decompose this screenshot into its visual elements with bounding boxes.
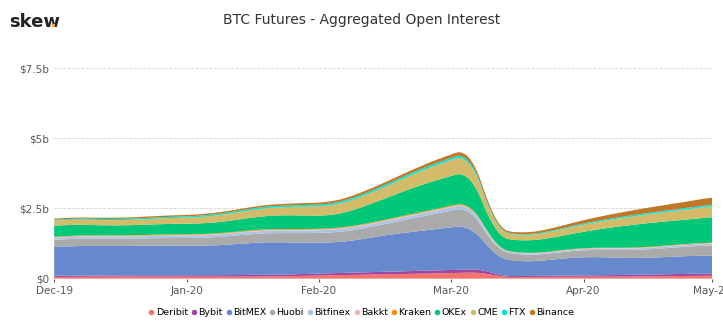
- Legend: Deribit, Bybit, BitMEX, Huobi, Bitfinex, Bakkt, Kraken, OKEx, CME, FTX, Binance: Deribit, Bybit, BitMEX, Huobi, Bitfinex,…: [147, 307, 576, 319]
- Text: BTC Futures - Aggregated Open Interest: BTC Futures - Aggregated Open Interest: [223, 13, 500, 27]
- Text: .: .: [49, 13, 56, 31]
- Text: skew: skew: [9, 13, 61, 31]
